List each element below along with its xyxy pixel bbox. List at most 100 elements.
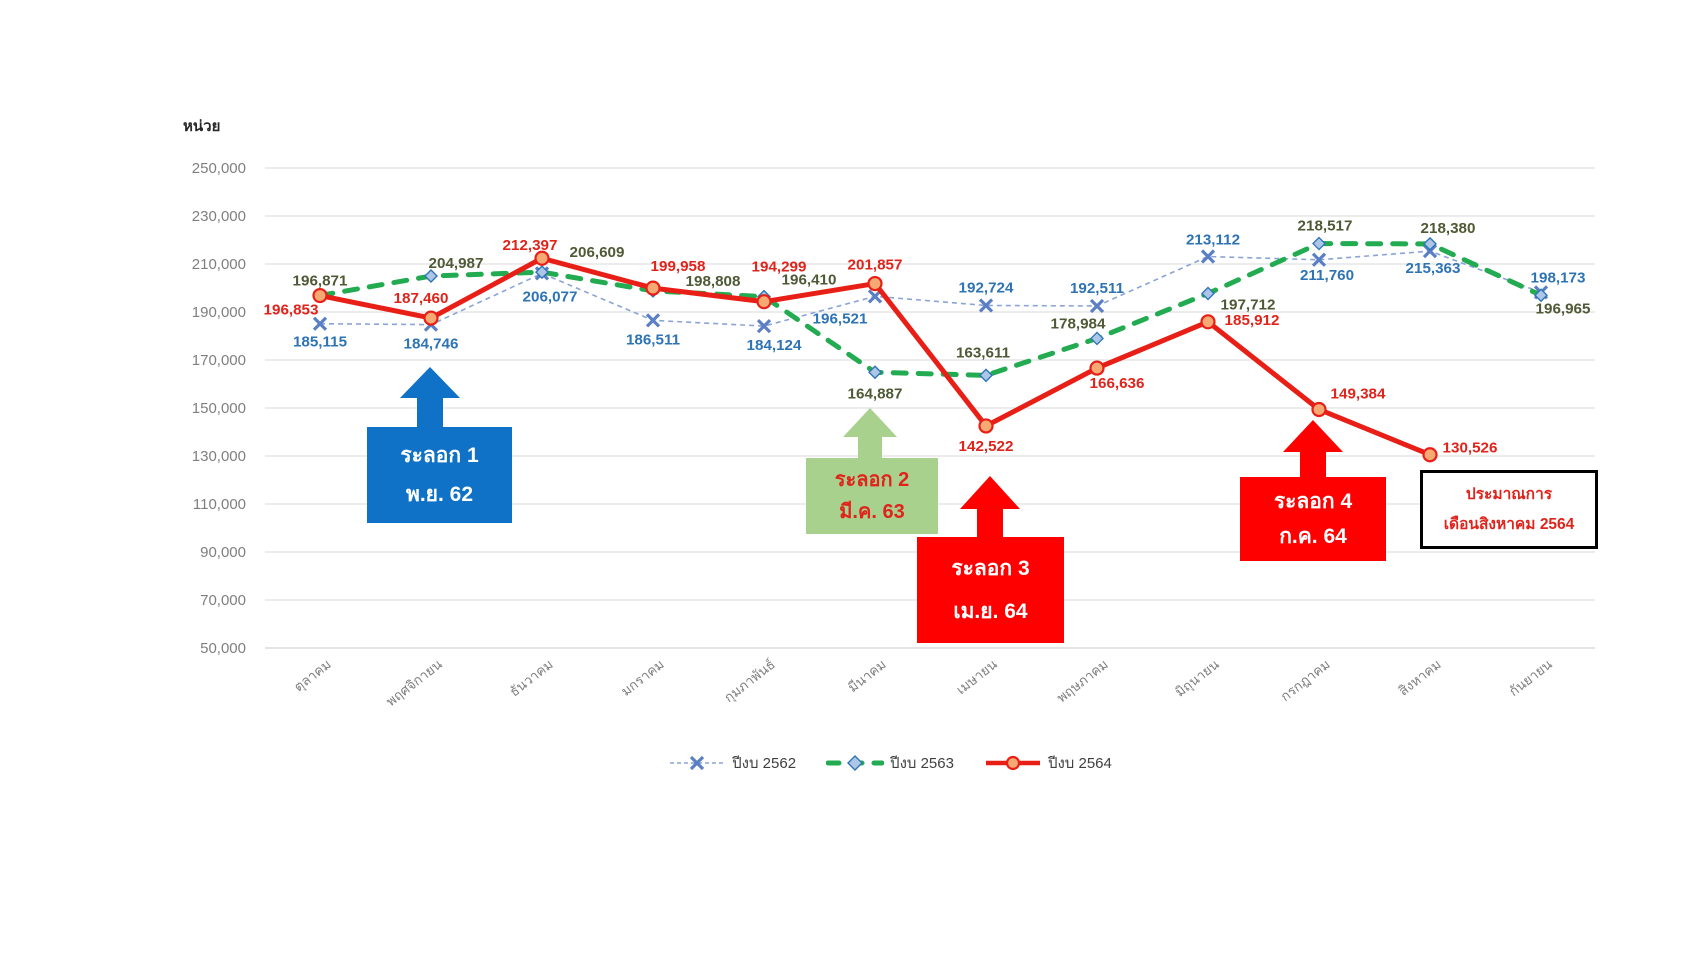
data-point-circle [1200,314,1216,330]
data-point-diamond [1534,288,1548,303]
y-axis-tick-label: 230,000 [192,208,246,225]
callout-arrows [400,367,1343,538]
data-point-diamond [424,269,438,284]
y-axis-tick-label: 150,000 [192,400,246,417]
data-label: 196,871 [293,273,348,290]
data-point-circle [1089,360,1105,376]
series-line-ปีงบ-2563 [317,241,1544,378]
wave1-arrow-icon [400,367,460,428]
x-axis-label: ธันวาคม [507,657,556,700]
data-label: 163,611 [956,344,1011,361]
data-point-circle [1311,401,1327,418]
data-point-circle [534,250,550,266]
data-point-x [978,298,994,313]
x-axis-label: พฤษภาคม [1054,657,1111,706]
data-label: 149,384 [1331,385,1386,402]
data-label: 194,299 [752,259,807,276]
wave2-arrow-icon [843,408,897,459]
data-label: 196,965 [1536,300,1591,317]
x-axis-label: เมษายน [953,657,999,698]
data-point-circle [423,310,439,326]
data-point-circle [312,287,328,304]
x-axis-label: มีนาคม [845,657,889,696]
data-point-diamond [1312,236,1326,251]
data-point-x [312,316,328,331]
chart-legend: ปีงบ 2562 ปีงบ 2563 ปีงบ 2564 [540,751,1240,775]
series-line-ปีงบ-2562 [319,250,1542,327]
data-point-circle [1422,447,1438,463]
y-axis-tick-label: 90,000 [200,544,246,561]
data-label: 184,746 [404,336,459,353]
data-label: 196,410 [782,272,837,289]
data-point-diamond [1201,286,1215,301]
data-label: 198,808 [686,273,741,290]
data-label: 218,517 [1298,218,1353,235]
data-label: 185,912 [1225,312,1280,329]
data-label: 178,984 [1051,315,1106,332]
legend-line-x-icon [670,755,725,771]
legend-label-2564: ปีงบ 2564 [1047,755,1112,772]
data-label: 192,724 [959,279,1014,296]
data-point-x [1422,243,1438,259]
data-point-x [756,318,772,334]
data-point-x [1200,249,1216,264]
legend-label-2563: ปีงบ 2563 [890,755,954,772]
legend-item-2562: ปีงบ 2562 [668,751,796,775]
estimate-note-box: ประมาณการ เดือนสิงหาคม 2564 [1420,470,1598,549]
data-label: 213,112 [1186,232,1240,249]
x-axis-label: มิถุนายน [1172,657,1222,701]
x-axis-label: กรกฎาคม [1278,657,1333,705]
y-axis-tick-label: 170,000 [192,352,246,369]
legend-item-2563: ปีงบ 2563 [826,751,954,775]
data-label: 196,521 [813,310,868,327]
callout-wave1-title: ระลอก 1 [400,444,479,467]
callout-wave4-title: ระลอก 4 [1273,490,1353,513]
data-point-x [1089,298,1105,314]
data-point-circle [645,280,661,296]
legend-line-circle-icon [985,755,1040,771]
data-point-diamond [1423,236,1437,251]
data-label: 199,958 [651,258,706,275]
legend-line-diamond-icon [826,755,885,771]
data-label: 206,077 [523,288,578,305]
data-label: 185,115 [293,334,348,351]
data-label: 198,173 [1531,269,1586,286]
y-axis-tick-label: 190,000 [192,304,246,321]
callout-wave3-date: เม.ย. 64 [953,599,1028,623]
data-label: 184,124 [747,337,802,354]
data-label: 206,609 [570,244,625,261]
data-label: 197,712 [1221,296,1276,313]
y-axis-tick-label: 250,000 [192,160,246,177]
estimate-note-line2: เดือนสิงหาคม 2564 [1443,515,1575,533]
x-axis-label: พฤศจิกายน [383,657,445,710]
wave4-arrow-icon [1283,420,1343,478]
data-point-diamond [868,365,882,380]
x-axis-label: สิงหาคม [1396,657,1444,699]
data-label: 166,636 [1090,375,1145,392]
data-label: 130,526 [1443,440,1498,457]
data-label: 196,853 [264,302,319,319]
data-point-x [645,313,661,328]
x-axis-label: มกราคม [618,657,667,700]
data-label: 215,363 [1406,260,1461,277]
callout-wave2-title: ระลอก 2 [834,469,910,491]
data-point-diamond [1090,331,1104,346]
data-point-diamond [979,368,993,383]
estimate-note-line1: ประมาณการ [1465,486,1553,503]
data-point-circle [978,418,994,434]
data-label: 192,511 [1070,280,1125,297]
data-point-circle [867,275,883,292]
legend-item-2564: ปีงบ 2564 [984,751,1112,775]
x-axis-label: กุมภาพันธ์ [721,656,779,706]
data-point-x [1311,252,1327,267]
callout-wave3-title: ระลอก 3 [951,557,1030,581]
data-label: 142,522 [959,438,1014,455]
callout-wave1: ระลอก 1 พ.ย. 62 [367,427,512,523]
data-label: 201,857 [848,257,903,274]
x-axis-label: ตุลาคม [291,657,334,696]
data-label: 211,760 [1300,267,1354,284]
wave3-arrow-icon [960,476,1020,538]
y-axis-tick-label: 210,000 [192,256,246,273]
